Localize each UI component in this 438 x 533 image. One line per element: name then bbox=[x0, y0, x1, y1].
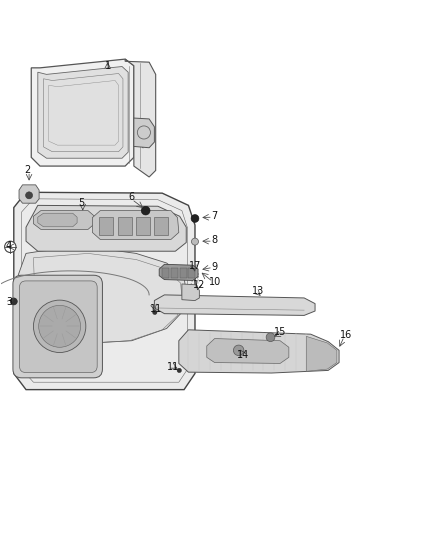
Text: 14: 14 bbox=[237, 350, 249, 360]
Polygon shape bbox=[179, 330, 339, 373]
Circle shape bbox=[33, 300, 86, 352]
Text: 1: 1 bbox=[105, 61, 111, 71]
Polygon shape bbox=[182, 284, 199, 301]
Circle shape bbox=[11, 298, 17, 305]
Polygon shape bbox=[134, 118, 154, 148]
Circle shape bbox=[25, 192, 32, 199]
Polygon shape bbox=[18, 247, 186, 344]
Text: 2: 2 bbox=[24, 165, 30, 175]
Text: 6: 6 bbox=[129, 192, 135, 201]
Text: 15: 15 bbox=[274, 327, 286, 337]
Polygon shape bbox=[125, 59, 155, 177]
Circle shape bbox=[233, 345, 244, 356]
Text: 4: 4 bbox=[6, 240, 12, 251]
Bar bbox=[187, 268, 194, 278]
Text: 17: 17 bbox=[189, 261, 201, 271]
Text: 10: 10 bbox=[208, 277, 221, 287]
Text: 16: 16 bbox=[339, 330, 352, 341]
Text: 12: 12 bbox=[193, 280, 205, 290]
Polygon shape bbox=[38, 213, 77, 227]
Bar bbox=[118, 217, 132, 235]
Bar bbox=[136, 217, 150, 235]
Circle shape bbox=[5, 241, 16, 253]
Bar bbox=[180, 268, 187, 278]
Polygon shape bbox=[33, 211, 95, 229]
Circle shape bbox=[266, 333, 275, 342]
FancyBboxPatch shape bbox=[13, 275, 102, 378]
Polygon shape bbox=[306, 336, 337, 372]
FancyBboxPatch shape bbox=[19, 281, 97, 373]
Polygon shape bbox=[38, 67, 128, 158]
Polygon shape bbox=[19, 185, 39, 203]
Bar bbox=[162, 268, 169, 278]
Text: 13: 13 bbox=[252, 286, 265, 295]
Polygon shape bbox=[207, 338, 289, 364]
Text: 11: 11 bbox=[167, 362, 179, 372]
Bar bbox=[99, 217, 113, 235]
Text: 7: 7 bbox=[212, 211, 218, 221]
Text: 8: 8 bbox=[212, 235, 218, 245]
Circle shape bbox=[191, 215, 199, 222]
Text: 11: 11 bbox=[149, 304, 162, 314]
Text: 5: 5 bbox=[78, 198, 85, 208]
Polygon shape bbox=[31, 59, 134, 166]
Circle shape bbox=[39, 305, 81, 348]
Polygon shape bbox=[154, 295, 315, 316]
Bar bbox=[171, 268, 178, 278]
Circle shape bbox=[152, 310, 157, 314]
Text: 9: 9 bbox=[212, 262, 218, 271]
Polygon shape bbox=[14, 192, 195, 390]
Bar bbox=[154, 217, 168, 235]
Polygon shape bbox=[26, 205, 186, 251]
Polygon shape bbox=[92, 211, 179, 239]
Text: 3: 3 bbox=[7, 297, 13, 308]
Circle shape bbox=[191, 238, 198, 245]
Circle shape bbox=[141, 206, 150, 215]
Polygon shape bbox=[159, 264, 198, 280]
Circle shape bbox=[177, 368, 181, 373]
